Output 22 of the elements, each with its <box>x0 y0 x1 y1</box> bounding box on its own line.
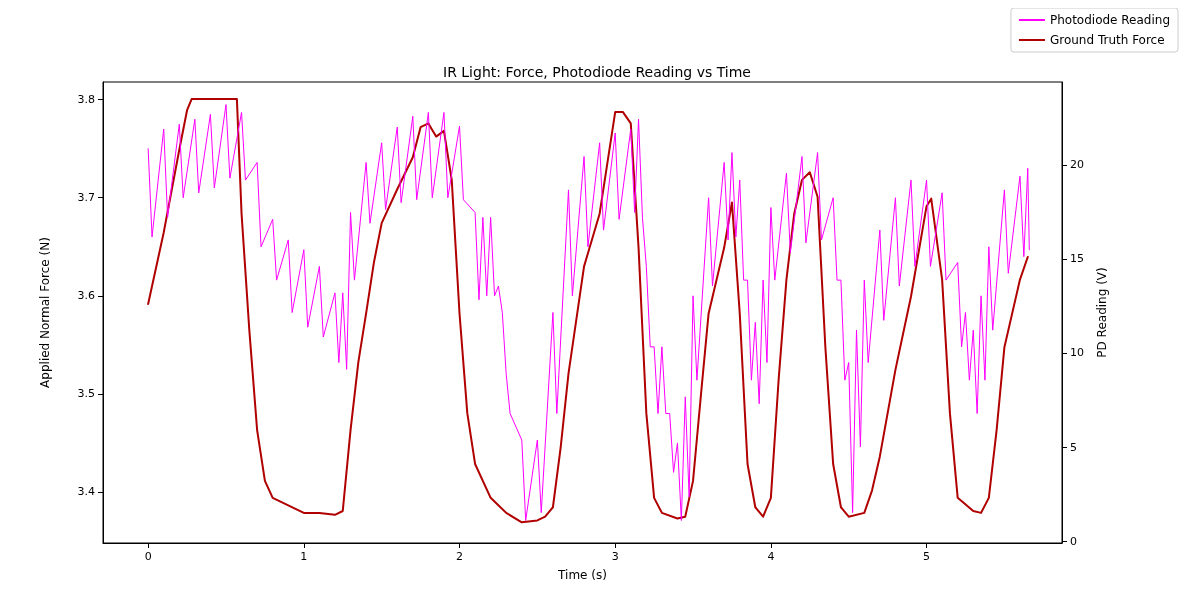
y-tick-label: 3.6 <box>77 289 95 303</box>
chart-title: IR Light: Force, Photodiode Reading vs Time <box>443 64 751 80</box>
x-tick-label: 0 <box>144 550 152 563</box>
y2-axis-title: PD Reading (V) <box>1095 267 1109 358</box>
y2-tick-label: 0 <box>1070 534 1077 548</box>
y-axis-title: Applied Normal Force (N) <box>38 237 52 388</box>
y2-tick-label: 10 <box>1070 346 1084 360</box>
x-tick-label: 4 <box>767 550 775 563</box>
x-tick-label: 1 <box>300 550 308 563</box>
y-tick-label: 3.5 <box>77 387 95 401</box>
y2-tick-label: 5 <box>1070 440 1077 454</box>
y2-tick-label: 20 <box>1070 158 1084 172</box>
x-axis-title: Time (s) <box>557 568 607 582</box>
y-tick-label: 3.8 <box>77 93 95 107</box>
y-tick-label: 3.7 <box>77 191 95 205</box>
y-tick-label: 3.4 <box>77 485 95 499</box>
y2-tick-label: 15 <box>1070 252 1084 266</box>
x-tick-label: 5 <box>923 550 931 563</box>
x-tick-label: 3 <box>611 550 619 563</box>
legend-label: Ground Truth Force <box>1049 33 1165 47</box>
legend-label: Photodiode Reading <box>1049 13 1170 27</box>
x-tick-label: 2 <box>456 550 464 563</box>
